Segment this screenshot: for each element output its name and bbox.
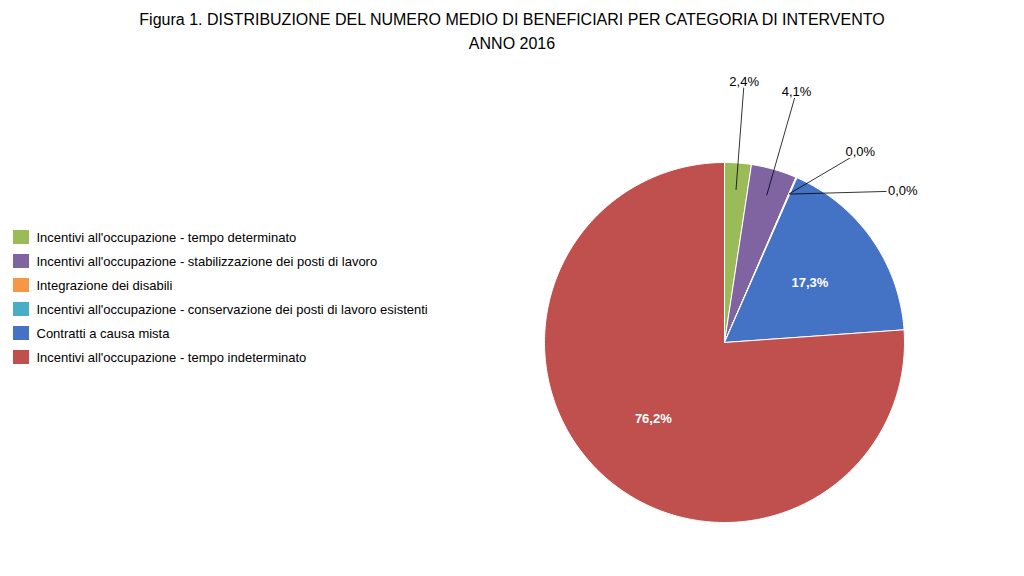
svg-text:0,0%: 0,0%: [888, 183, 918, 198]
svg-text:4,1%: 4,1%: [781, 84, 811, 99]
html-text:Contratti a causa mista: Contratti a causa mista: [36, 325, 170, 341]
svg-text:76,2%: 76,2%: [634, 411, 671, 426]
svg-text:2,4%: 2,4%: [729, 74, 759, 89]
svg-text:17,3%: 17,3%: [791, 275, 828, 290]
html-text:ANNO 2016: ANNO 2016: [468, 35, 556, 52]
html-text:Incentivi all'occupazione - co: Incentivi all'occupazione - conservazion…: [36, 301, 428, 317]
html-text:Incentivi all'occupazione - st: Incentivi all'occupazione - stabilizzazi…: [36, 253, 378, 269]
html-text:Incentivi all'occupazione - te: Incentivi all'occupazione - tempo determ…: [36, 229, 297, 245]
html-text:Figura 1. DISTRIBUZIONE DEL NU: Figura 1. DISTRIBUZIONE DEL NUMERO MEDIO…: [139, 11, 885, 28]
svg-text:0,0%: 0,0%: [845, 144, 875, 159]
html-text:Incentivi all'occupazione - te: Incentivi all'occupazione - tempo indete…: [36, 349, 307, 365]
html-text:Integrazione dei disabili: Integrazione dei disabili: [36, 277, 173, 293]
